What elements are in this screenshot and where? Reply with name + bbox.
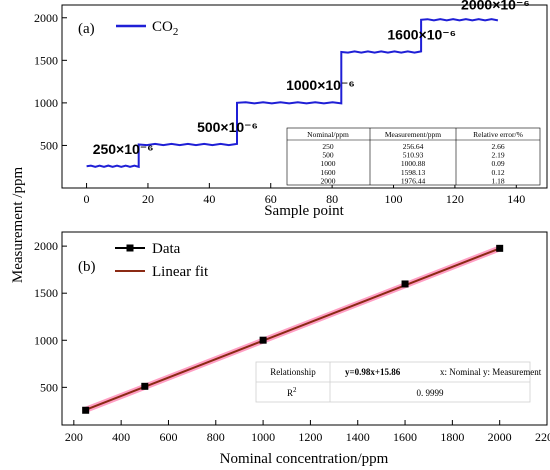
y-tick-label: 1500: [34, 286, 58, 300]
x-tick-label: 140: [507, 192, 525, 206]
panel-b: 500 1000 1500 2000 200 400 600 800 1000 1200 1400…: [34, 231, 550, 467]
relation-note: x: Nominal y: Measurement: [440, 367, 542, 377]
legend-label-fit: Linear fit: [152, 264, 209, 280]
x-axis-title-a: Sample point: [264, 203, 344, 219]
table-cell: 2000: [321, 176, 336, 185]
panel-label-b: (b): [78, 259, 96, 275]
data-points: [82, 244, 504, 414]
step-label: 250×10⁻⁶: [93, 141, 154, 157]
table-cell: 256.64: [403, 142, 424, 151]
x-tick-label: 20: [142, 192, 154, 206]
series-line-co2: [86, 18, 499, 169]
panel-label-a: (a): [78, 21, 95, 37]
x-tick-label: 400: [112, 430, 130, 444]
data-point: [141, 382, 149, 390]
y-axis-title: Measurement /ppm: [10, 167, 26, 284]
r-squared-value: 0. 9999: [417, 388, 445, 398]
legend-label-co2: CO2: [152, 19, 178, 38]
y-tick-label: 2000: [34, 239, 58, 253]
legend-marker-data: [126, 244, 134, 252]
table-header-cell: Relative error/%: [473, 130, 523, 139]
x-tick-label: 1000: [251, 430, 275, 444]
y-tick-label: 2000: [34, 11, 58, 25]
y-tick-label: 500: [40, 138, 58, 152]
y-tick-label: 1000: [34, 96, 58, 110]
table-cell: 500: [322, 151, 334, 160]
y-ticks-a: 500 1000 1500 2000: [34, 11, 67, 152]
plot-frame-b: [61, 231, 548, 426]
x-tick-label: 0: [84, 192, 90, 206]
x-tick-label: 2000: [488, 430, 512, 444]
table-cell: 250: [322, 142, 334, 151]
x-tick-label: 1200: [298, 430, 322, 444]
table-cell: 1000: [321, 159, 336, 168]
step-label: 2000×10⁻⁶: [461, 0, 530, 12]
y-tick-label: 500: [40, 380, 58, 394]
data-point: [496, 244, 504, 252]
x-tick-label: 1400: [346, 430, 370, 444]
data-point: [259, 336, 267, 344]
relation-equation: y=0.98x+15.86: [345, 367, 401, 377]
table-cell: 1600: [321, 168, 336, 177]
table-cell: 1.18: [491, 176, 504, 185]
x-tick-label: 100: [385, 192, 403, 206]
y-tick-label: 1500: [34, 53, 58, 67]
y-ticks-b: 500 1000 1500 2000: [34, 239, 67, 394]
x-tick-label: 40: [203, 192, 215, 206]
table-cell: 2.19: [491, 151, 504, 160]
data-point: [82, 406, 90, 414]
legend-b: Data Linear fit: [115, 241, 209, 280]
table-cell: 1976.44: [401, 176, 426, 185]
step-label: 1600×10⁻⁶: [387, 26, 456, 42]
x-tick-label: 800: [207, 430, 225, 444]
table-cell: 510.93: [403, 151, 424, 160]
table-cell: 0.12: [491, 168, 504, 177]
legend-label-data: Data: [152, 241, 181, 257]
x-ticks-a: 0 20 40 60 80 100 120 140: [84, 183, 525, 206]
y-tick-label: 1000: [34, 333, 58, 347]
table-cell: 2.66: [491, 142, 504, 151]
results-table: Nominal/ppm Measurement/ppm Relative error…: [286, 127, 541, 186]
r-squared-label: R2: [287, 386, 297, 398]
table-cell: 1598.13: [401, 168, 426, 177]
data-point: [401, 280, 409, 288]
fit-line: [85, 247, 501, 411]
table-frame: [286, 127, 541, 186]
plot-frame-a: [61, 4, 548, 189]
step-annotations: 250×10⁻⁶ 500×10⁻⁶ 1000×10⁻⁶ 1600×10⁻⁶ 2000×1…: [93, 0, 530, 157]
x-tick-label: 600: [159, 430, 177, 444]
step-label: 500×10⁻⁶: [197, 119, 258, 135]
x-tick-label: 60: [265, 192, 277, 206]
table-cell: 0.09: [491, 159, 504, 168]
x-tick-label: 1800: [440, 430, 464, 444]
x-tick-label: 120: [446, 192, 464, 206]
x-tick-label: 1600: [393, 430, 417, 444]
relation-label: Relationship: [270, 367, 316, 377]
x-tick-label: 80: [326, 192, 338, 206]
x-tick-label: 200: [65, 430, 83, 444]
x-axis-title-b: Nominal concentration/ppm: [220, 451, 389, 467]
relation-table: Relationship y=0.98x+15.86 x: Nominal y:…: [255, 361, 542, 403]
table-header-cell: Measurement/ppm: [385, 130, 441, 139]
table-cells: Nominal/ppm Measurement/ppm Relative error…: [307, 130, 523, 185]
table-cell: 1000.88: [401, 159, 426, 168]
step-label: 1000×10⁻⁶: [286, 77, 355, 93]
legend-a: CO2: [116, 19, 178, 38]
table-header-cell: Nominal/ppm: [307, 130, 349, 139]
